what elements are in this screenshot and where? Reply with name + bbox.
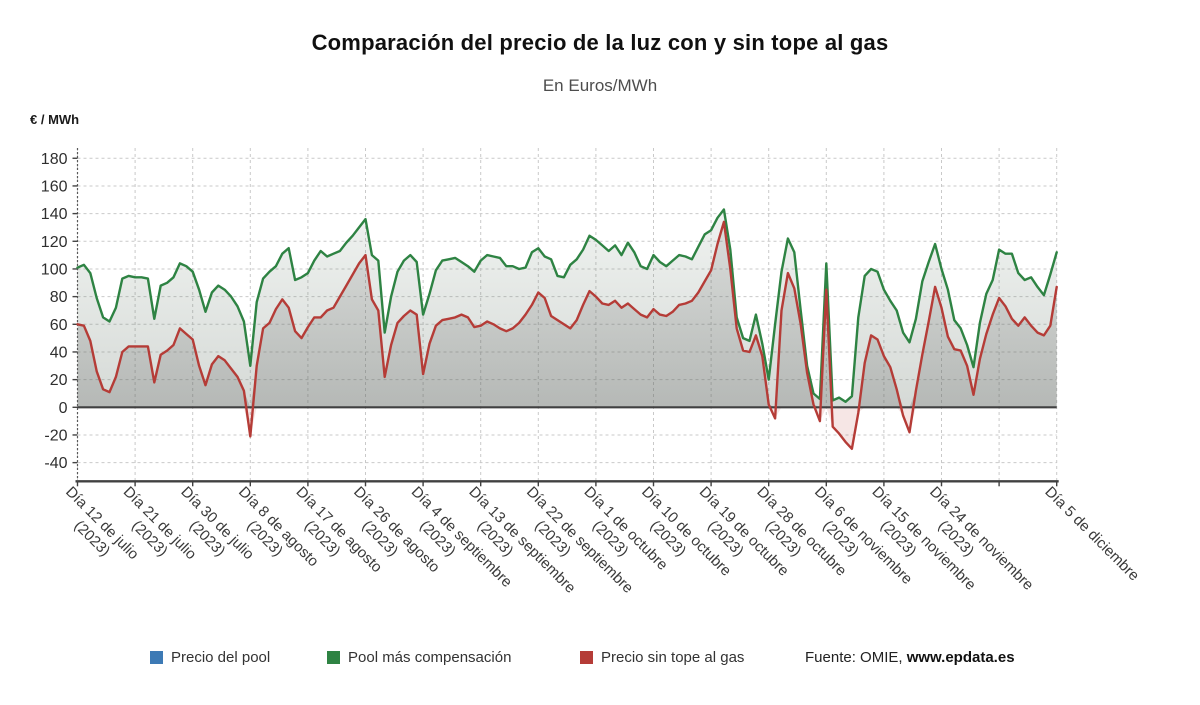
sin-tope-line[interactable] — [76, 220, 1058, 450]
y-axis-ticks — [72, 157, 78, 464]
svg-text:160: 160 — [41, 178, 68, 195]
chart-subtitle: En Euros/MWh — [542, 76, 658, 95]
pool-compensacion-line[interactable] — [76, 208, 1058, 403]
source-attribution: Fuente: OMIE, www.epdata.es — [805, 649, 1015, 666]
y-axis-unit-label: € / MWh — [30, 112, 80, 127]
y-axis-labels: 180 160 140 120 100 80 60 40 20 0 -20 -40 — [41, 151, 68, 472]
x-axis-label: Día 5 de diciembre — [1041, 483, 1142, 584]
svg-text:40: 40 — [50, 344, 68, 361]
legend-swatch-blue-icon — [150, 651, 163, 664]
svg-text:100: 100 — [41, 261, 68, 278]
legend-label: Pool más compensación — [348, 649, 512, 666]
legend-swatch-red-icon — [580, 651, 593, 664]
x-axis-labels: Día 12 de julio(2023) Día 21 de julio(202… — [62, 483, 1142, 596]
svg-text:180: 180 — [41, 151, 68, 168]
sin-tope-area — [77, 221, 1057, 408]
source-site[interactable]: www.epdata.es — [906, 649, 1015, 666]
legend-label: Precio del pool — [171, 649, 271, 666]
legend-item-precio-sin-tope[interactable]: Precio sin tope al gas — [580, 649, 744, 666]
chart-title: Comparación del precio de la luz con y s… — [311, 30, 889, 55]
legend-swatch-green-icon — [327, 651, 340, 664]
svg-text:80: 80 — [50, 289, 68, 306]
legend-item-pool-mas-compensacion[interactable]: Pool más compensación — [327, 649, 511, 666]
svg-text:-40: -40 — [44, 455, 67, 472]
svg-text:-20: -20 — [44, 427, 67, 444]
svg-text:120: 120 — [41, 234, 68, 251]
legend-label: Precio sin tope al gas — [601, 649, 745, 666]
chart-legend: Precio del pool Pool más compensación Pr… — [0, 649, 1200, 669]
source-prefix: Fuente: OMIE, — [805, 649, 907, 666]
svg-text:0: 0 — [59, 400, 68, 417]
svg-text:60: 60 — [50, 317, 68, 334]
svg-text:20: 20 — [50, 372, 68, 389]
svg-text:140: 140 — [41, 206, 68, 223]
x-axis-ticks — [76, 482, 1058, 487]
legend-item-precio-del-pool[interactable]: Precio del pool — [150, 649, 270, 666]
